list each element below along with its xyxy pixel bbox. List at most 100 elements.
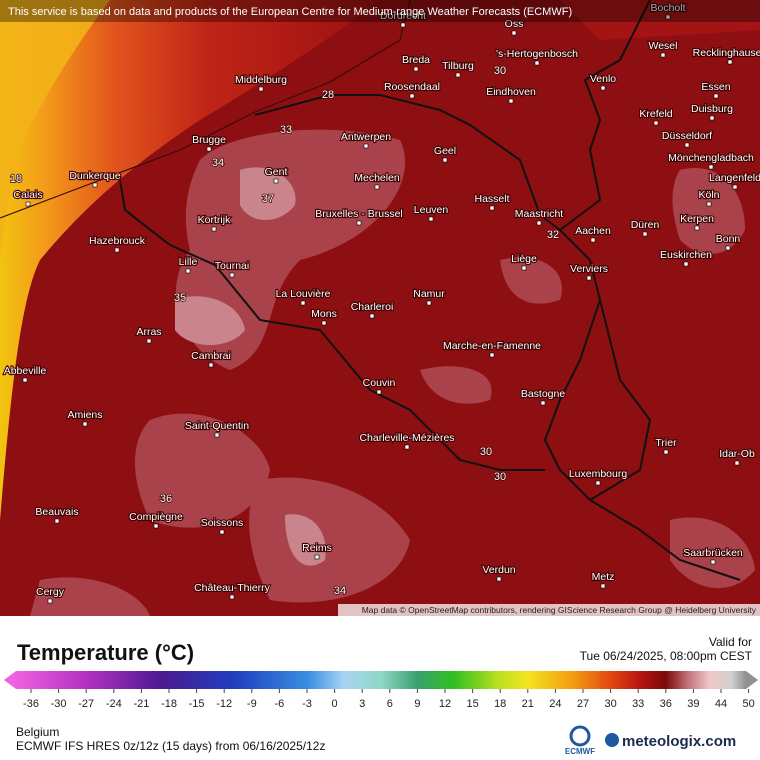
- city-label: Duisburg: [691, 103, 733, 115]
- city-marker: [356, 220, 362, 226]
- city-marker: [642, 231, 648, 237]
- colorbar-tick-label: -21: [133, 698, 149, 710]
- valid-label: Valid for: [709, 635, 752, 649]
- city-label: Dordrecht: [380, 10, 426, 22]
- city-marker: [586, 275, 592, 281]
- city-marker: [489, 205, 495, 211]
- city-label: Hazebrouck: [89, 235, 146, 247]
- city-marker: [706, 201, 712, 207]
- city-marker: [709, 115, 715, 121]
- city-label: Beauvais: [35, 506, 78, 518]
- contour-label: 28: [322, 89, 334, 101]
- city-marker: [153, 523, 159, 529]
- city-label: Amiens: [67, 409, 102, 421]
- city-label: Saint-Quentin: [185, 420, 249, 432]
- city-label: Hasselt: [474, 193, 509, 205]
- city-marker: [455, 72, 461, 78]
- city-marker: [300, 300, 306, 306]
- colorbar-tick-label: 36: [660, 698, 672, 710]
- city-label: Antwerpen: [341, 131, 391, 143]
- city-label: Charleroi: [351, 301, 394, 313]
- city-marker: [208, 362, 214, 368]
- city-marker: [92, 182, 98, 188]
- colorbar-tick-label: -18: [161, 698, 177, 710]
- city-marker: [511, 30, 517, 36]
- colorbar-tick-label: -36: [23, 698, 39, 710]
- colorbar-tick-label: 3: [359, 698, 365, 710]
- city-marker: [708, 164, 714, 170]
- city-marker: [25, 201, 31, 207]
- city-marker: [534, 60, 540, 66]
- city-label: Bocholt: [650, 2, 685, 14]
- city-label: Dunkerque: [69, 170, 121, 182]
- contour-label: 34: [212, 157, 224, 169]
- city-label: Liège: [511, 253, 537, 265]
- contour-label: 34: [334, 585, 346, 597]
- colorbar-tick-label: 18: [494, 698, 506, 710]
- legend-title: Temperature (°C): [17, 640, 194, 665]
- hot-core: [0, 0, 110, 260]
- city-label: Luxembourg: [569, 468, 628, 480]
- city-marker: [47, 598, 53, 604]
- model-info: ECMWF IFS HRES 0z/12z (15 days) from 06/…: [16, 739, 325, 753]
- colorbar-tick-label: 15: [466, 698, 478, 710]
- city-marker: [185, 268, 191, 274]
- map: Dordrecht Oss 's-Hertogenbosch Bocholt Wesel…: [0, 0, 760, 616]
- city-marker: [369, 313, 375, 319]
- colorbar-tick-label: 27: [577, 698, 589, 710]
- colorbar-tick-label: -24: [106, 698, 122, 710]
- city-marker: [229, 272, 235, 278]
- city-marker: [727, 59, 733, 65]
- meteologix-icon: [605, 733, 619, 747]
- colorbar-tick-label: -6: [275, 698, 285, 710]
- city-label: Mons: [311, 308, 337, 320]
- city-label: Verdun: [482, 564, 515, 576]
- city-marker: [442, 157, 448, 163]
- city-label: Couvin: [363, 377, 396, 389]
- city-label: Kerpen: [680, 213, 714, 225]
- colorbar-tick-label: -27: [78, 698, 94, 710]
- city-marker: [258, 86, 264, 92]
- city-marker: [684, 142, 690, 148]
- contour-label: 36: [160, 493, 172, 505]
- city-marker: [660, 52, 666, 58]
- warm-zone: [330, 0, 760, 40]
- city-marker: [663, 449, 669, 455]
- city-label: Soissons: [201, 517, 244, 529]
- contour-label: 37: [262, 193, 274, 205]
- contour-label: 30: [494, 471, 506, 483]
- colorbar-tick-label: -12: [216, 698, 232, 710]
- city-marker: [683, 261, 689, 267]
- city-label: Charleville-Mézières: [359, 432, 454, 444]
- city-label: Wesel: [649, 40, 678, 52]
- contour-label: 33: [280, 124, 292, 136]
- city-label: Bonn: [716, 233, 741, 245]
- colorbar-tick-label: 50: [742, 698, 754, 710]
- city-marker: [600, 85, 606, 91]
- city-label: Tournai: [215, 260, 249, 272]
- colorbar-tick-label: 9: [414, 698, 420, 710]
- colorbar-tick-label: 0: [332, 698, 338, 710]
- city-marker: [694, 225, 700, 231]
- city-label: Leuven: [414, 204, 449, 216]
- city-marker: [653, 120, 659, 126]
- meteologix-logo: meteologix.com: [622, 733, 736, 750]
- contour-label: 18: [10, 173, 22, 185]
- city-marker: [536, 220, 542, 226]
- city-marker: [521, 265, 527, 271]
- city-label: Cergy: [36, 586, 65, 598]
- city-label: 's-Hertogenbosch: [496, 48, 578, 60]
- city-label: Reims: [302, 542, 332, 554]
- city-label: Essen: [701, 81, 730, 93]
- city-label: Düsseldorf: [662, 130, 712, 142]
- city-label: Middelburg: [235, 74, 287, 86]
- city-marker: [496, 576, 502, 582]
- city-marker: [590, 237, 596, 243]
- city-label: Brugge: [192, 134, 226, 146]
- city-marker: [321, 320, 327, 326]
- city-marker: [426, 300, 432, 306]
- attribution-bg: [338, 604, 760, 616]
- city-marker: [732, 184, 738, 190]
- city-marker: [206, 146, 212, 152]
